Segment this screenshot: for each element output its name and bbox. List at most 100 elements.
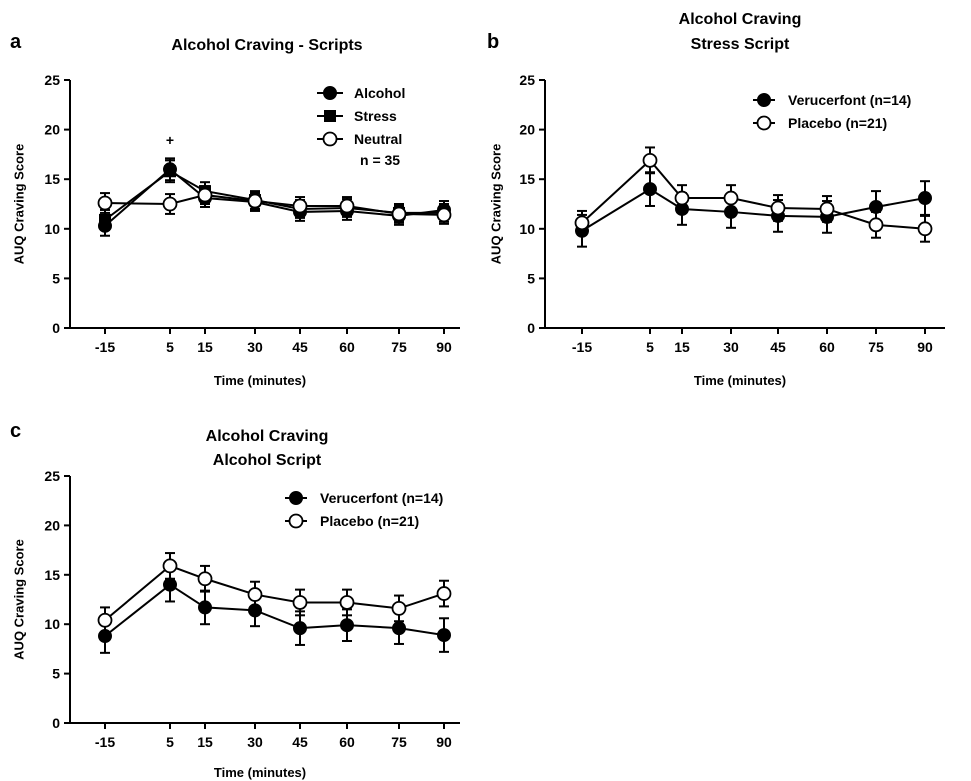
chart-title: Alcohol Craving - Scripts xyxy=(171,37,362,54)
y-tick-label: 20 xyxy=(44,122,60,138)
data-point xyxy=(197,571,213,587)
x-axis-label: Time (minutes) xyxy=(214,373,306,388)
x-tick-label: 15 xyxy=(197,339,213,355)
y-tick-label: 25 xyxy=(44,468,60,484)
x-tick-label: -15 xyxy=(572,339,592,355)
x-tick-label: 75 xyxy=(391,734,407,750)
series-filled-circle xyxy=(98,157,451,237)
series-open-circle xyxy=(97,185,452,225)
legend-label: Stress xyxy=(354,108,397,124)
data-point xyxy=(391,206,407,222)
legend-label: Placebo (n=21) xyxy=(788,115,887,131)
legend-label: Verucerfont (n=14) xyxy=(788,92,911,108)
y-tick-label: 0 xyxy=(52,320,60,336)
series-filled-circle xyxy=(575,171,932,248)
data-point xyxy=(99,213,111,226)
y-tick-label: 25 xyxy=(519,72,535,88)
legend-label: Verucerfont (n=14) xyxy=(320,490,443,506)
data-point xyxy=(163,577,177,592)
x-tick-label: 30 xyxy=(723,339,739,355)
chart-title: Alcohol Craving xyxy=(206,428,329,445)
x-tick-label: 60 xyxy=(339,339,355,355)
data-point xyxy=(574,215,590,231)
legend-marker xyxy=(324,110,336,122)
data-point xyxy=(339,198,355,214)
x-tick-label: 5 xyxy=(646,339,654,355)
x-tick-label: 60 xyxy=(819,339,835,355)
x-tick-label: 75 xyxy=(391,339,407,355)
data-point xyxy=(643,182,657,197)
y-tick-label: 5 xyxy=(52,270,60,286)
x-tick-label: -15 xyxy=(95,734,115,750)
x-tick-label: 90 xyxy=(917,339,933,355)
x-tick-label: 90 xyxy=(436,734,452,750)
x-tick-label: 30 xyxy=(247,339,263,355)
data-point xyxy=(436,586,452,601)
x-tick-label: 5 xyxy=(166,339,174,355)
x-tick-label: 15 xyxy=(197,734,213,750)
data-point xyxy=(164,165,176,178)
legend-marker xyxy=(756,115,772,131)
legend-marker xyxy=(323,86,337,100)
y-tick-label: 0 xyxy=(527,320,535,336)
significance-marker: + xyxy=(166,132,174,148)
data-point xyxy=(247,587,263,602)
y-tick-label: 0 xyxy=(52,715,60,731)
chart-title: Alcohol Script xyxy=(213,452,322,469)
series-open-circle xyxy=(574,146,933,243)
data-point xyxy=(162,196,178,212)
y-tick-label: 10 xyxy=(44,616,60,632)
chart-title: Stress Script xyxy=(691,36,790,53)
legend-label: Alcohol xyxy=(354,85,405,101)
data-point xyxy=(918,191,932,206)
data-point xyxy=(292,595,308,610)
y-axis-label: AUQ Craving Score xyxy=(11,144,26,265)
y-tick-label: 15 xyxy=(44,567,60,583)
data-point xyxy=(391,600,407,616)
data-point xyxy=(97,195,113,211)
data-point xyxy=(162,558,178,574)
x-tick-label: 30 xyxy=(247,734,263,750)
y-tick-label: 5 xyxy=(527,270,535,286)
y-tick-label: 20 xyxy=(519,122,535,138)
x-tick-label: 90 xyxy=(436,339,452,355)
legend-marker xyxy=(288,513,304,529)
data-point xyxy=(917,221,933,237)
legend-label: Neutral xyxy=(354,131,402,147)
data-point xyxy=(392,621,406,636)
panel-c: c Alcohol Craving Alcohol Script 0 5 10 15 20 25… xyxy=(10,420,460,780)
panel-letter: b xyxy=(487,31,499,53)
series-line xyxy=(581,158,926,230)
panel-letter: c xyxy=(10,420,21,442)
data-point xyxy=(197,187,213,203)
y-axis-label: AUQ Craving Score xyxy=(11,539,26,660)
panel-a: a Alcohol Craving - Scripts 0 5 10 15 20 25 -15 5… xyxy=(10,31,460,388)
data-point xyxy=(674,190,690,206)
x-tick-label: -15 xyxy=(95,339,115,355)
y-tick-label: 25 xyxy=(44,72,60,88)
data-point xyxy=(247,193,263,209)
y-tick-label: 5 xyxy=(52,666,60,682)
panel-letter: a xyxy=(10,31,22,53)
data-point xyxy=(97,612,113,628)
y-tick-label: 10 xyxy=(44,221,60,237)
data-point xyxy=(437,628,451,643)
x-tick-label: 45 xyxy=(770,339,786,355)
data-point xyxy=(198,600,212,615)
x-tick-label: 45 xyxy=(292,339,308,355)
data-point xyxy=(868,217,884,233)
series-open-circle xyxy=(97,552,452,635)
data-point xyxy=(642,152,658,168)
data-point xyxy=(770,200,786,216)
y-tick-label: 20 xyxy=(44,517,60,533)
data-point xyxy=(723,190,739,206)
data-point xyxy=(819,201,835,217)
data-point xyxy=(293,621,307,636)
legend-marker xyxy=(322,131,338,147)
chart-title: Alcohol Craving xyxy=(679,11,802,28)
x-tick-label: 75 xyxy=(868,339,884,355)
y-tick-label: 10 xyxy=(519,221,535,237)
y-tick-label: 15 xyxy=(519,171,535,187)
data-point xyxy=(436,207,452,223)
